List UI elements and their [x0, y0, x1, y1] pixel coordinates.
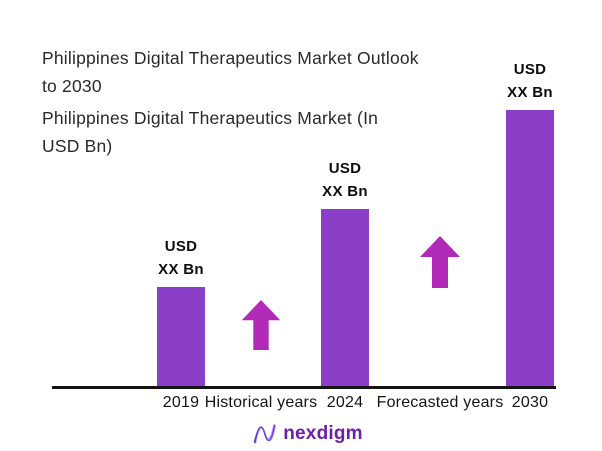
x-axis-line: [52, 386, 556, 389]
nexdigm-logo-text: nexdigm: [283, 422, 363, 444]
bar-2024: [321, 209, 369, 386]
bar-value-label-2024: USD XX Bn: [322, 160, 368, 200]
chart-subtitle: Philippines Digital Therapeutics Market …: [42, 104, 378, 160]
chart-title-line1: Philippines Digital Therapeutics Market …: [42, 48, 419, 68]
x-tick-2019: 2019: [162, 394, 200, 411]
nexdigm-logo-icon: [253, 424, 276, 444]
nexdigm-logo: nexdigm: [251, 420, 363, 447]
x-tick-2030: 2030: [511, 394, 549, 411]
chart-subtitle-line2: USD Bn): [42, 136, 113, 156]
chart-title: Philippines Digital Therapeutics Market …: [42, 44, 419, 100]
growth-arrow-icon-1: [240, 300, 282, 355]
bar-value-label-2030: USD XX Bn: [507, 61, 553, 101]
period-label-forecasted: Forecasted years: [376, 394, 504, 411]
chart-title-line2: to 2030: [42, 76, 102, 96]
bar-value-label-2019: USD XX Bn: [158, 238, 204, 278]
period-label-historical: Historical years: [204, 394, 318, 411]
x-tick-2024: 2024: [326, 394, 364, 411]
chart-subtitle-line1: Philippines Digital Therapeutics Market …: [42, 108, 379, 128]
growth-arrow-icon-2: [420, 236, 460, 293]
bar-2019: [157, 287, 205, 386]
bar-2030: [506, 110, 554, 386]
